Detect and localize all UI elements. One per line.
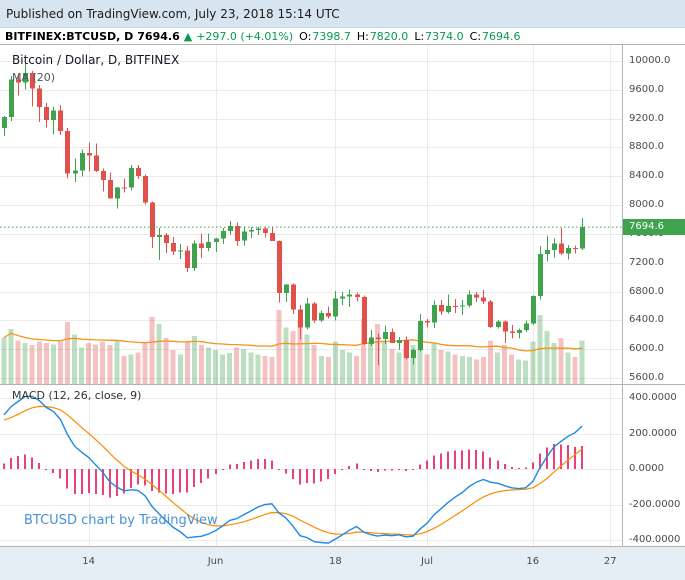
- time-axis[interactable]: 14 Jun 18 Jul 16 27: [0, 546, 685, 580]
- macd-tick-label: 0.0000: [629, 463, 664, 474]
- price-tick-label: 8000.0: [629, 199, 664, 211]
- up-arrow-icon: ▲: [183, 29, 193, 43]
- pane-divider[interactable]: [0, 384, 685, 385]
- candles: [2, 61, 585, 366]
- low-label: L:: [414, 29, 425, 43]
- quote-bar: BITFINEX:BTCUSD, D 7694.6 ▲ +297.0 (+4.0…: [0, 28, 685, 44]
- price-tick-label: 8800.0: [629, 141, 664, 153]
- symbol-interval-label: BITFINEX:BTCUSD, D: [5, 29, 134, 43]
- high-field: H: 7820.0: [357, 30, 408, 43]
- ma-indicator-label: MA (20): [12, 71, 56, 84]
- low-value: 7374.0: [425, 29, 464, 43]
- open-value: 7398.7: [312, 29, 351, 43]
- time-tick-label: Jul: [420, 556, 434, 567]
- price-tick-label: 5600.0: [629, 372, 664, 383]
- macd-tick-label: 400.0000: [629, 392, 677, 403]
- low-field: L: 7374.0: [414, 30, 463, 43]
- price-change-value: +297.0 (+4.01%): [196, 29, 294, 43]
- high-value: 7820.0: [369, 29, 409, 43]
- time-tick-label: 16: [526, 556, 540, 567]
- macd-pane: [3, 395, 583, 544]
- price-tick-label: 10000.0: [629, 55, 671, 66]
- close-label: C:: [469, 29, 482, 43]
- macd-histogram: [3, 443, 583, 498]
- price-tick-label: 6800.0: [629, 285, 664, 297]
- time-tick-label: 14: [82, 556, 95, 567]
- macd-signal-line: [3, 405, 583, 536]
- time-tick-label: Jun: [207, 556, 224, 567]
- open-field: O: 7398.7: [299, 30, 351, 43]
- published-bar: Published on TradingView.com, July 23, 2…: [0, 0, 685, 28]
- published-text: Published on TradingView.com, July 23, 2…: [6, 6, 340, 21]
- main-legend: Bitcoin / Dollar, D, BITFINEX MA (20): [12, 53, 179, 84]
- price-tick-label: 9600.0: [629, 83, 664, 95]
- last-price-value: 7694.6: [137, 29, 180, 43]
- chart-title: Bitcoin / Dollar, D, BITFINEX: [12, 53, 180, 67]
- macd-tick-label: -200.0000: [629, 498, 681, 510]
- close-value: 7694.6: [482, 29, 521, 43]
- time-tick-label: 18: [328, 556, 342, 567]
- chart-region[interactable]: Bitcoin / Dollar, D, BITFINEX MA (20) MA…: [0, 44, 685, 580]
- time-tick-label: 27: [603, 556, 617, 567]
- price-tick-label: 6000.0: [629, 343, 664, 355]
- price-tick-label: 7200.0: [629, 256, 664, 268]
- macd-line: [3, 395, 583, 544]
- tradingview-watermark-link[interactable]: BTCUSD chart by TradingView: [24, 513, 218, 528]
- macd-indicator-label: MACD (12, 26, close, 9): [12, 389, 142, 402]
- volume-ma-line: [3, 332, 583, 352]
- chart-canvas[interactable]: [0, 45, 622, 546]
- macd-tick-label: -400.0000: [629, 534, 681, 545]
- last-price-flag: 7694.6: [623, 219, 685, 236]
- price-axis[interactable]: 10000.09600.09200.08800.08400.08000.0760…: [622, 45, 685, 546]
- macd-tick-label: 200.0000: [629, 427, 677, 439]
- open-label: O:: [299, 29, 312, 43]
- price-tick-label: 6400.0: [629, 314, 664, 326]
- grid-lines: [0, 45, 622, 546]
- close-field: C: 7694.6: [470, 30, 521, 43]
- high-label: H:: [356, 29, 369, 43]
- price-tick-label: 8400.0: [629, 170, 664, 182]
- price-tick-label: 9200.0: [629, 112, 664, 124]
- volume-bars: [1, 310, 585, 384]
